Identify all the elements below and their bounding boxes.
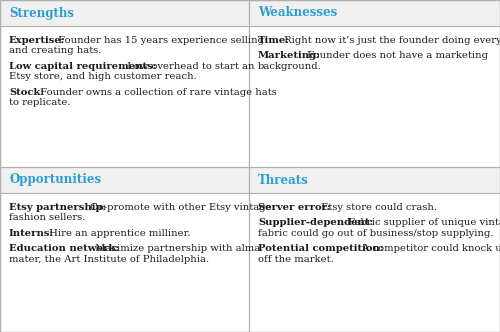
Bar <box>249 0 500 26</box>
Text: Server error:: Server error: <box>258 203 330 212</box>
Text: Fabric supplier of unique vintage: Fabric supplier of unique vintage <box>346 218 500 227</box>
Text: Founder owns a collection of rare vintage hats: Founder owns a collection of rare vintag… <box>36 88 276 97</box>
Text: Supplier-dependent:: Supplier-dependent: <box>258 218 373 227</box>
Text: to replicate.: to replicate. <box>9 98 70 107</box>
Text: Interns:: Interns: <box>9 229 54 238</box>
Text: Opportunities: Opportunities <box>9 174 101 187</box>
Bar <box>249 167 500 193</box>
Text: Marketing:: Marketing: <box>258 51 321 60</box>
Text: Threats: Threats <box>258 174 309 187</box>
Bar <box>0 167 249 193</box>
Text: Etsy store, and high customer reach.: Etsy store, and high customer reach. <box>9 72 197 81</box>
Text: Right now it’s just the founder doing everything.: Right now it’s just the founder doing ev… <box>281 36 500 45</box>
Text: Co-promote with other Etsy vintage: Co-promote with other Etsy vintage <box>87 203 272 212</box>
Text: Education network:: Education network: <box>9 244 119 253</box>
Text: Weaknesses: Weaknesses <box>258 7 337 20</box>
Text: off the market.: off the market. <box>258 255 334 264</box>
Text: fashion sellers.: fashion sellers. <box>9 213 86 222</box>
Text: Etsy store could crash.: Etsy store could crash. <box>318 203 437 212</box>
Text: Stock:: Stock: <box>9 88 44 97</box>
Bar <box>0 0 249 26</box>
Text: Strengths: Strengths <box>9 7 74 20</box>
Text: Founder does not have a marketing: Founder does not have a marketing <box>304 51 488 60</box>
Text: Low capital requirements:: Low capital requirements: <box>9 62 156 71</box>
Text: fabric could go out of business/stop supplying.: fabric could go out of business/stop sup… <box>258 229 494 238</box>
Text: Potential competition:: Potential competition: <box>258 244 384 253</box>
Text: Maximize partnership with alma: Maximize partnership with alma <box>92 244 260 253</box>
Text: Founder has 15 years experience selling: Founder has 15 years experience selling <box>55 36 264 45</box>
Text: and creating hats.: and creating hats. <box>9 46 102 55</box>
Text: mater, the Art Institute of Philadelphia.: mater, the Art Institute of Philadelphia… <box>9 255 209 264</box>
Text: Etsy partnership:: Etsy partnership: <box>9 203 106 212</box>
Text: A competitor could knock us: A competitor could knock us <box>359 244 500 253</box>
Text: Time:: Time: <box>258 36 290 45</box>
Text: background.: background. <box>258 62 322 71</box>
Text: Expertise:: Expertise: <box>9 36 66 45</box>
Text: Hire an apprentice milliner.: Hire an apprentice milliner. <box>46 229 191 238</box>
Text: Low overhead to start an: Low overhead to start an <box>124 62 254 71</box>
